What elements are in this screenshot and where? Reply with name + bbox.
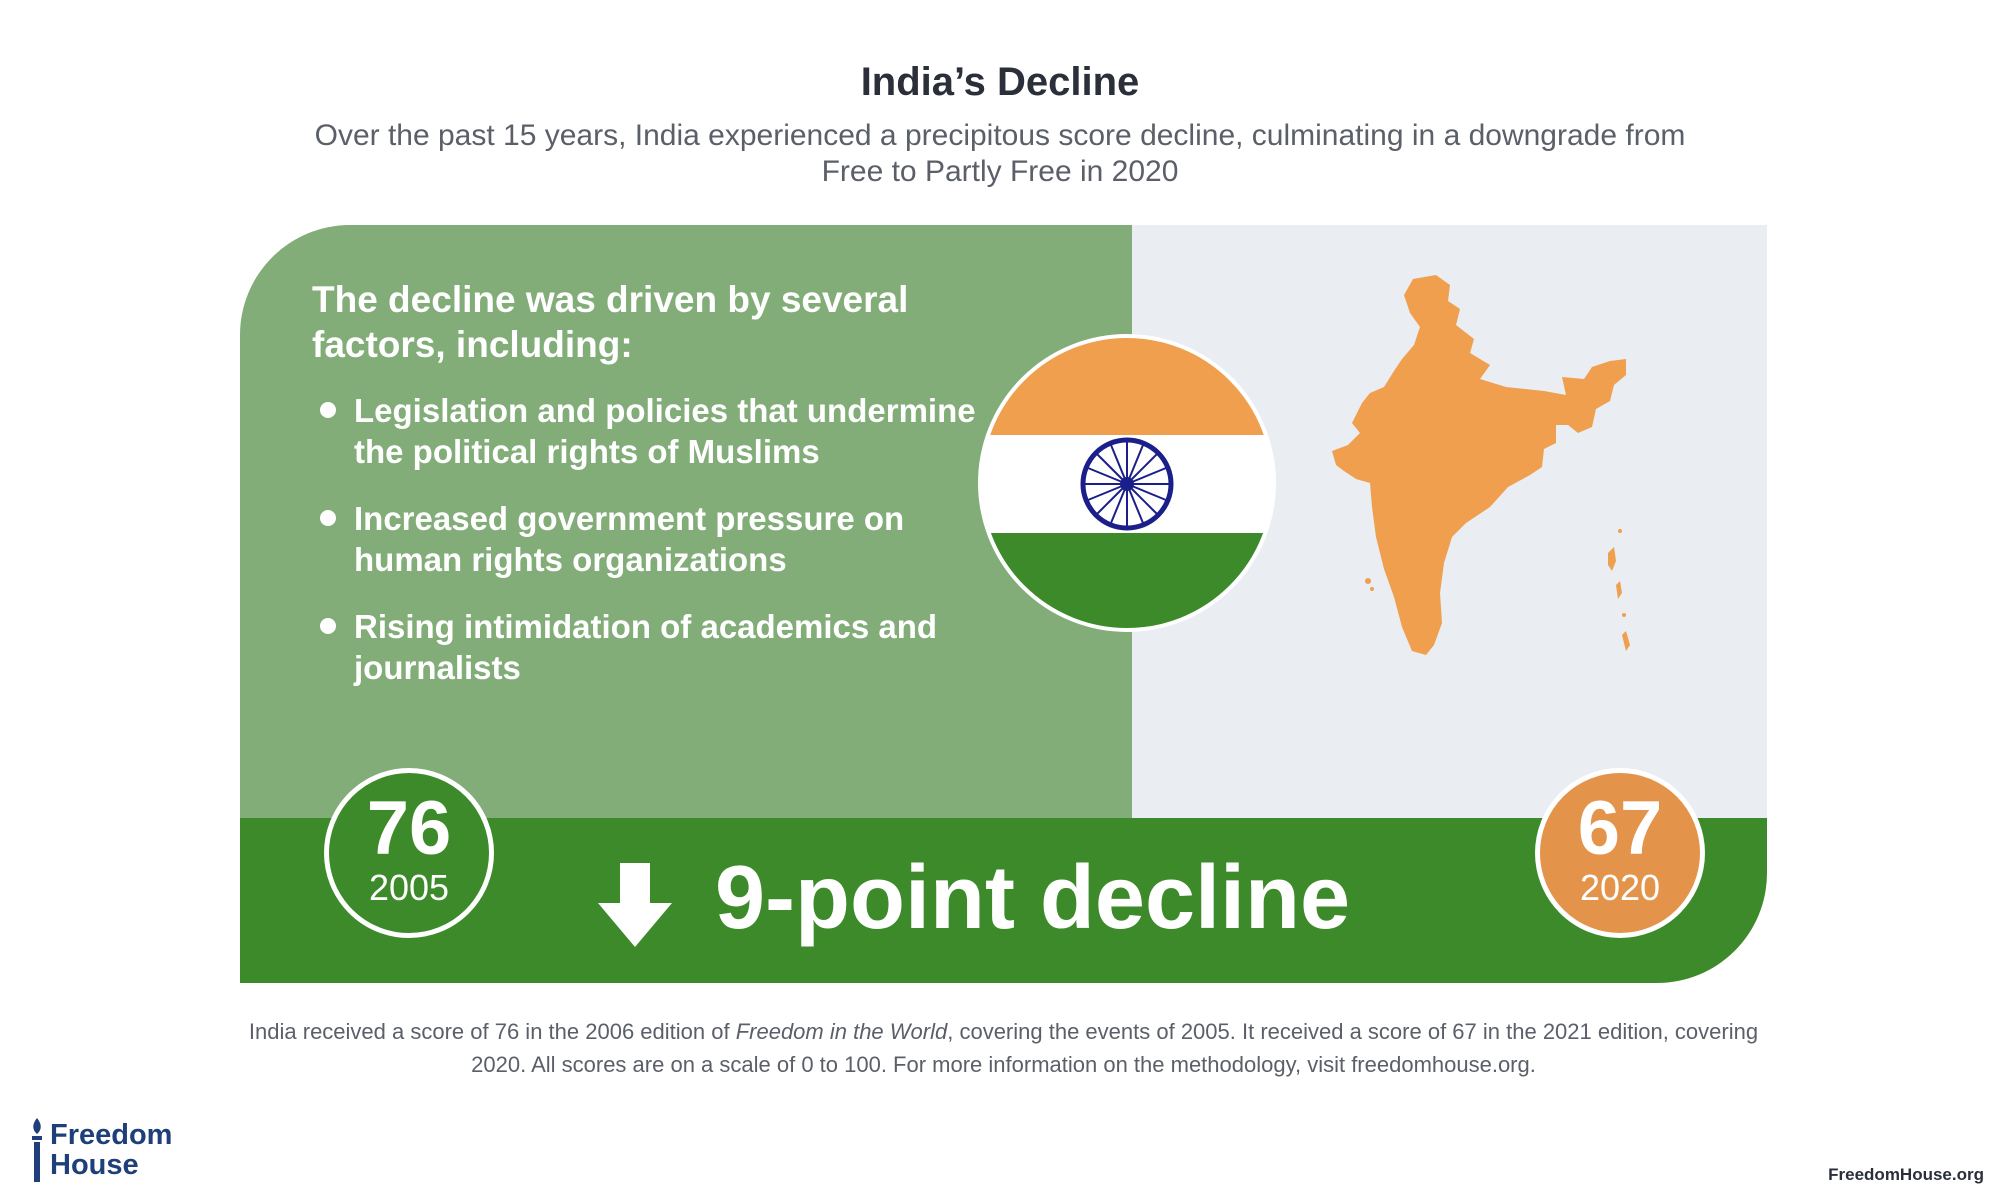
footnote-part2: , covering the events of 2005. It receiv… <box>471 1019 1759 1077</box>
score-2020-badge: 67 2020 <box>1535 768 1705 938</box>
india-map-icon <box>1332 275 1630 655</box>
factor-text: Legislation and policies that undermine … <box>354 392 976 470</box>
score-year: 2005 <box>368 867 450 908</box>
factor-item: Rising intimidation of academics and jou… <box>320 606 1000 688</box>
bullet-icon <box>320 618 336 634</box>
logo-text-line1: Freedom <box>50 1119 173 1151</box>
factors-heading: The decline was driven by several factor… <box>312 279 909 365</box>
torch-icon <box>32 1118 42 1182</box>
site-url: FreedomHouse.org <box>1828 1165 1984 1184</box>
factor-item: Increased government pressure on human r… <box>320 498 1000 580</box>
arrow-down-icon <box>598 863 672 947</box>
factor-item: Legislation and policies that undermine … <box>320 390 1000 472</box>
factors-panel: The decline was driven by several factor… <box>240 225 1132 821</box>
score-value: 67 <box>1577 786 1663 871</box>
logo-text-line2: House <box>50 1149 139 1181</box>
score-2005-badge: 76 2005 <box>324 768 494 938</box>
bullet-icon <box>320 402 336 418</box>
score-year: 2020 <box>1579 867 1661 908</box>
page-subtitle: Over the past 15 years, India experience… <box>314 119 1686 188</box>
page-title: India’s Decline <box>860 60 1140 104</box>
bullet-icon <box>320 510 336 526</box>
factors-list: Legislation and policies that undermine … <box>320 390 1000 714</box>
freedom-house-logo: Freedom House <box>28 1112 198 1184</box>
ashoka-chakra-icon <box>1080 437 1174 531</box>
india-flag-icon <box>978 334 1276 632</box>
score-value: 76 <box>366 786 452 871</box>
decline-band <box>240 818 1767 983</box>
decline-label: 9-point decline <box>715 848 1351 948</box>
factor-text: Increased government pressure on human r… <box>354 500 905 578</box>
factor-text: Rising intimidation of academics and jou… <box>354 608 938 686</box>
decline-card: The decline was driven by several factor… <box>240 225 1767 983</box>
footnote-publication: Freedom in the World <box>735 1019 948 1044</box>
footnote: India received a score of 76 in the 2006… <box>240 1015 1767 1081</box>
footnote-part1: India received a score of 76 in the 2006… <box>248 1019 736 1044</box>
